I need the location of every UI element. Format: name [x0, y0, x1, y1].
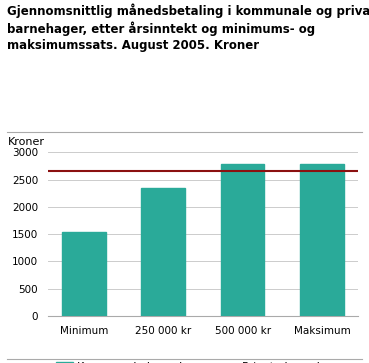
Text: Kroner: Kroner [7, 137, 44, 147]
Bar [300, 164, 344, 316]
Bar [141, 188, 185, 316]
Bar [62, 232, 106, 316]
Bar [221, 164, 265, 316]
Legend: Kommunale barnehager, Private barnehager: Kommunale barnehager, Private barnehager [52, 357, 354, 363]
Text: Gjennomsnittlig månedsbetaling i kommunale og private
barnehager, etter årsinnte: Gjennomsnittlig månedsbetaling i kommuna… [7, 4, 369, 52]
